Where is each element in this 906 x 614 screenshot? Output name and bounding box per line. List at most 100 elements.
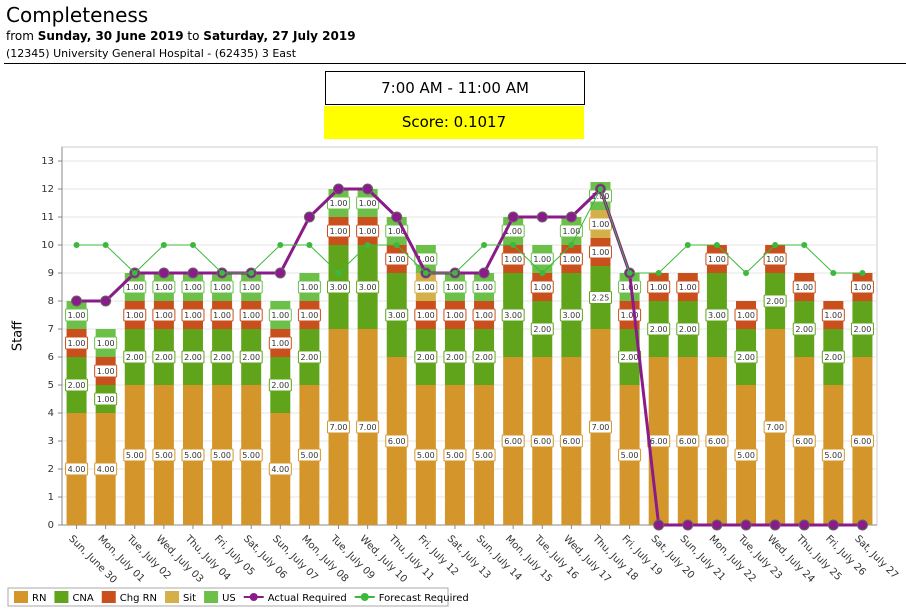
value-label-box <box>676 322 700 336</box>
value-label-box <box>705 308 729 322</box>
value-label-box <box>443 448 467 462</box>
value-label: 5.00 <box>475 451 493 460</box>
value-label: 3.00 <box>330 283 348 292</box>
y-tick-label: 7 <box>48 324 54 335</box>
value-label-box <box>210 448 234 462</box>
value-label-box <box>501 434 525 448</box>
value-label-box <box>297 448 321 462</box>
value-label-box <box>94 462 118 476</box>
value-label: 1.00 <box>592 248 610 257</box>
line-point <box>71 295 83 307</box>
value-label-box <box>414 350 438 364</box>
value-label-box <box>676 434 700 448</box>
value-label-box <box>821 350 845 364</box>
line-point <box>655 270 662 276</box>
value-label-box <box>676 280 700 294</box>
value-label: 5.00 <box>155 451 173 460</box>
y-tick-label: 11 <box>41 212 54 223</box>
line-point <box>481 242 488 248</box>
value-label-box <box>821 448 845 462</box>
value-label: 4.00 <box>97 465 115 474</box>
value-label-box <box>181 308 205 322</box>
value-label: 1.00 <box>155 311 173 320</box>
value-label-box <box>588 291 612 304</box>
value-label-box <box>385 308 409 322</box>
value-label-box <box>94 392 118 406</box>
line-point <box>102 242 109 248</box>
value-label: 1.00 <box>621 311 639 320</box>
value-label-box <box>94 336 118 350</box>
date-range: from Sunday, 30 June 2019 to Saturday, 2… <box>6 29 356 43</box>
value-label-box <box>443 280 467 294</box>
value-label-box <box>559 308 583 322</box>
value-label-box <box>268 378 292 392</box>
value-label: 6.00 <box>533 437 551 446</box>
line-point <box>303 211 315 223</box>
value-label: 7.00 <box>592 423 610 432</box>
value-label: 2.00 <box>417 353 435 362</box>
value-label-box <box>239 308 263 322</box>
line-point <box>364 242 371 248</box>
value-label: 2.00 <box>155 353 173 362</box>
line-point <box>510 242 517 248</box>
value-label: 1.00 <box>97 367 115 376</box>
line-point <box>362 183 374 195</box>
line-point <box>277 242 284 248</box>
value-label-box <box>763 294 787 308</box>
value-label: 4.00 <box>68 465 86 474</box>
value-label-box <box>821 308 845 322</box>
value-label-box <box>210 308 234 322</box>
line-point <box>333 183 345 195</box>
value-label: 1.00 <box>213 283 231 292</box>
value-label-box <box>268 308 292 322</box>
y-tick-label: 12 <box>41 184 54 195</box>
value-label: 2.00 <box>68 381 86 390</box>
value-label-box <box>152 308 176 322</box>
value-label: 2.00 <box>679 325 697 334</box>
value-label: 6.00 <box>562 437 580 446</box>
value-label: 1.00 <box>330 227 348 236</box>
value-label: 6.00 <box>708 437 726 446</box>
value-label-box <box>268 462 292 476</box>
line-point <box>798 519 810 531</box>
value-label: 6.00 <box>388 437 406 446</box>
value-label-box <box>647 322 671 336</box>
line-point <box>451 270 458 276</box>
y-tick-label: 10 <box>41 240 54 251</box>
value-label-box <box>472 280 496 294</box>
value-label: 2.00 <box>475 353 493 362</box>
value-label: 3.00 <box>359 283 377 292</box>
value-label: 1.00 <box>854 283 872 292</box>
value-label: 3.00 <box>504 311 522 320</box>
line-point <box>713 242 720 248</box>
value-label-box <box>792 280 816 294</box>
legend-label: CNA <box>72 593 93 604</box>
value-label: 5.00 <box>737 451 755 460</box>
value-label: 1.00 <box>388 255 406 264</box>
value-label: 3.00 <box>708 311 726 320</box>
value-label-box <box>123 280 147 294</box>
value-label-box <box>530 280 554 294</box>
value-label: 1.00 <box>271 311 289 320</box>
value-label-box <box>210 350 234 364</box>
line-point <box>335 270 342 276</box>
value-label-box <box>443 308 467 322</box>
value-label: 1.00 <box>533 283 551 292</box>
legend-swatch <box>101 591 116 603</box>
value-label: 1.00 <box>650 283 668 292</box>
line-point <box>565 211 577 223</box>
y-tick-label: 0 <box>48 520 54 531</box>
legend-label: Actual Required <box>268 593 347 604</box>
value-label: 1.00 <box>766 255 784 264</box>
y-tick-label: 6 <box>48 352 54 363</box>
value-label-box <box>647 280 671 294</box>
value-label-box <box>414 448 438 462</box>
value-label: 1.00 <box>330 199 348 208</box>
value-label: 1.00 <box>708 255 726 264</box>
value-label-box <box>588 420 612 434</box>
legend-box <box>7 587 449 607</box>
value-label-box <box>123 448 147 462</box>
value-label-box <box>65 308 89 322</box>
legend-label: US <box>222 593 236 604</box>
